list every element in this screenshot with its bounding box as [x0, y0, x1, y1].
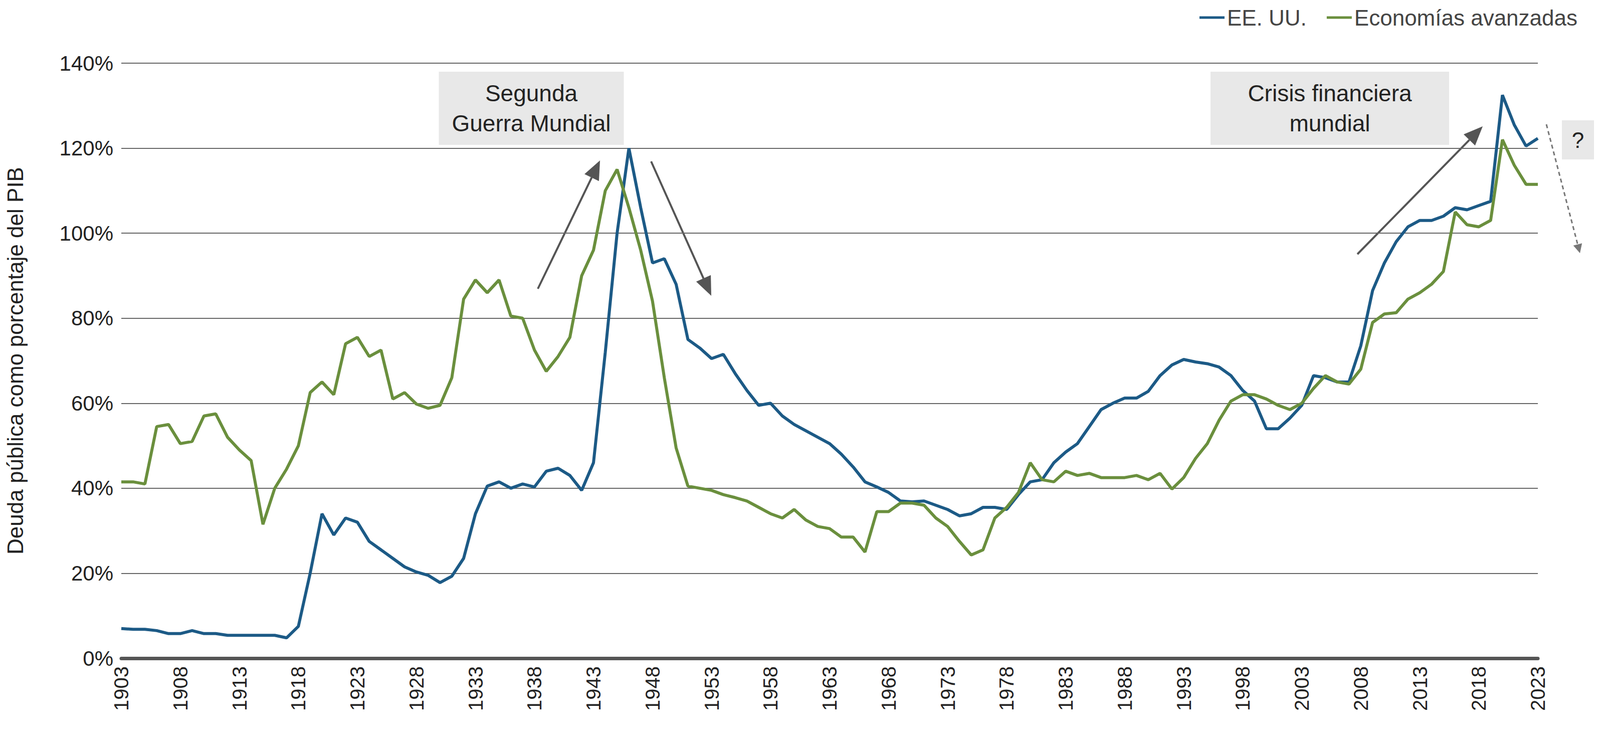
svg-text:1993: 1993 [1172, 666, 1195, 711]
svg-text:80%: 80% [71, 306, 114, 330]
svg-text:140%: 140% [59, 51, 114, 76]
svg-text:2008: 2008 [1349, 666, 1372, 711]
svg-text:1943: 1943 [582, 666, 605, 711]
svg-text:1948: 1948 [641, 666, 664, 711]
svg-text:EE. UU.: EE. UU. [1227, 5, 1307, 31]
svg-text:60%: 60% [71, 391, 114, 416]
svg-text:2013: 2013 [1409, 666, 1432, 711]
svg-text:20%: 20% [71, 561, 114, 585]
svg-text:Deuda pública como porcentaje: Deuda pública como porcentaje del PIB [3, 166, 28, 555]
svg-text:mundial: mundial [1289, 110, 1370, 137]
svg-text:1933: 1933 [464, 666, 487, 711]
svg-text:120%: 120% [59, 136, 114, 160]
svg-text:Segunda: Segunda [485, 80, 578, 107]
svg-text:Crisis financiera: Crisis financiera [1247, 80, 1413, 107]
svg-text:40%: 40% [71, 476, 114, 500]
svg-text:0%: 0% [82, 646, 114, 671]
svg-text:1953: 1953 [700, 666, 723, 711]
svg-text:1978: 1978 [995, 666, 1018, 711]
svg-text:Economías avanzadas: Economías avanzadas [1354, 5, 1578, 31]
svg-text:1918: 1918 [287, 666, 310, 711]
svg-text:2003: 2003 [1290, 666, 1313, 711]
svg-text:2023: 2023 [1526, 666, 1549, 711]
svg-text:1973: 1973 [936, 666, 959, 711]
svg-text:1923: 1923 [346, 666, 369, 711]
svg-text:1988: 1988 [1113, 666, 1136, 711]
svg-text:1903: 1903 [110, 666, 133, 711]
svg-text:1968: 1968 [877, 666, 900, 711]
svg-text:?: ? [1571, 127, 1584, 153]
svg-text:1958: 1958 [759, 666, 782, 711]
svg-text:1913: 1913 [228, 666, 251, 711]
svg-text:1998: 1998 [1231, 666, 1254, 711]
svg-text:100%: 100% [59, 221, 114, 246]
svg-text:1938: 1938 [523, 666, 546, 711]
svg-text:1908: 1908 [169, 666, 192, 711]
svg-text:1928: 1928 [405, 666, 428, 711]
svg-text:2018: 2018 [1467, 666, 1490, 711]
svg-text:1963: 1963 [818, 666, 841, 711]
svg-text:Guerra Mundial: Guerra Mundial [451, 110, 611, 137]
svg-text:1983: 1983 [1054, 666, 1077, 711]
